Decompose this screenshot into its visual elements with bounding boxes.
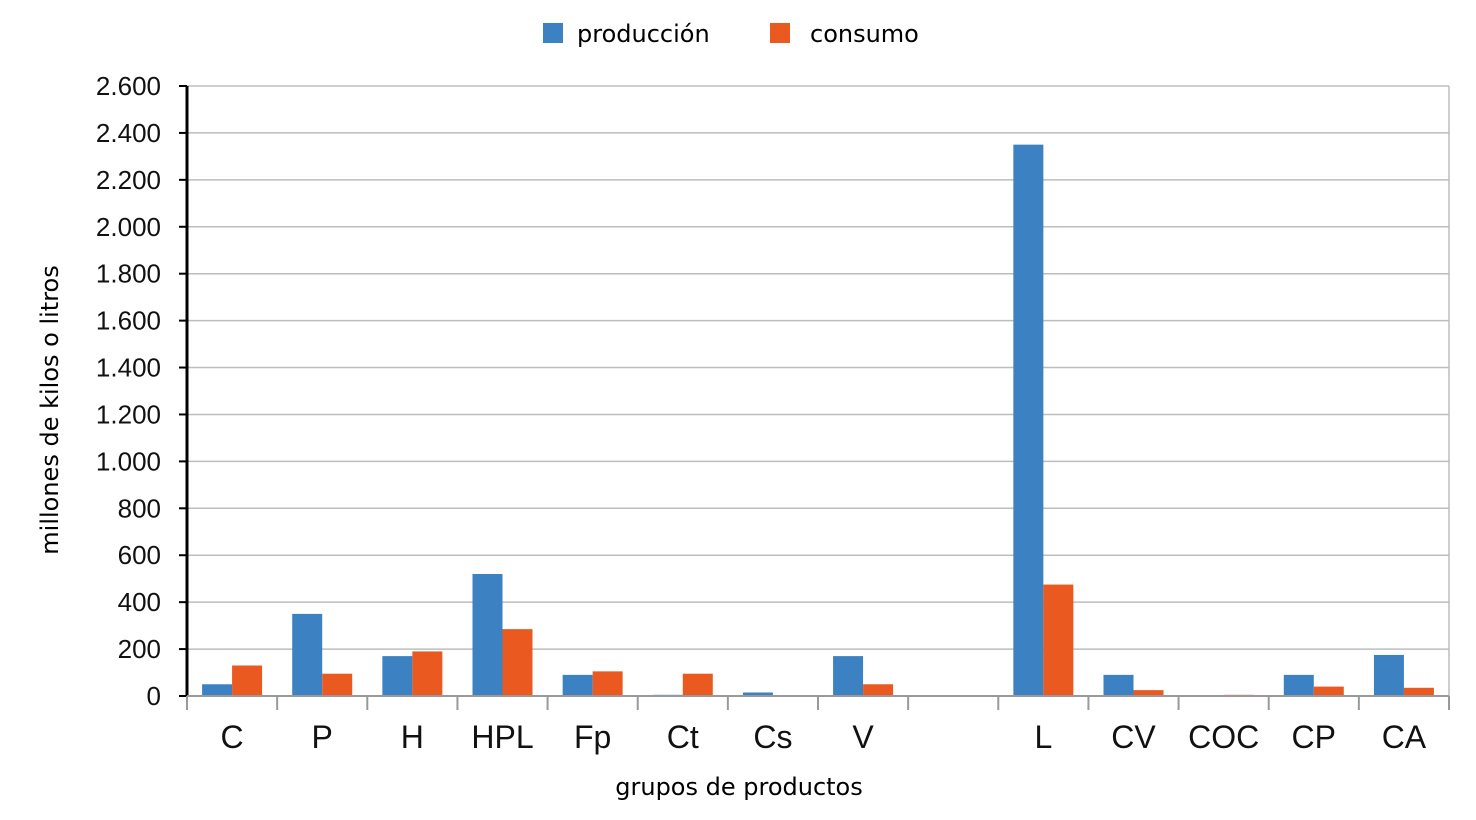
bar-consumo-Ct [682, 673, 713, 696]
x-axis-ticks: C P H HPL Fp Ct Cs V L CV COC CP CA [186, 696, 1450, 755]
bar-consumo-L [1043, 584, 1074, 696]
bar-produccion-Cs [742, 692, 773, 696]
y-tick-label: 1.800 [96, 259, 161, 289]
bar-produccion-H [382, 656, 413, 696]
bar-produccion-C [202, 684, 233, 696]
x-tick-label: Ct [667, 719, 699, 755]
legend: producción consumo [543, 20, 919, 48]
bar-produccion-CP [1283, 674, 1314, 696]
bar-consumo-HPL [502, 629, 533, 696]
bar-produccion-V [833, 656, 864, 696]
x-tick-label: Fp [574, 719, 611, 755]
y-tick-label: 2.600 [96, 71, 161, 101]
bars [202, 144, 1434, 697]
bar-consumo-Fp [592, 671, 623, 696]
y-tick-label: 1.600 [96, 306, 161, 336]
x-tick-label: V [852, 719, 874, 755]
bar-consumo-CV [1133, 690, 1164, 696]
y-axis-ticks: 0 200 400 600 800 1.000 1.200 1.400 1.600 1.800 2.… [96, 71, 187, 711]
bar-produccion-L [1013, 144, 1044, 697]
y-tick-label: 2.000 [96, 212, 161, 242]
y-axis-title: millones de kilos o litros [36, 265, 64, 554]
x-axis-title: grupos de productos [615, 773, 863, 801]
bar-consumo-V [863, 684, 894, 696]
y-tick-label: 200 [118, 634, 161, 664]
legend-swatch-produccion [543, 23, 563, 43]
x-tick-label: H [401, 719, 424, 755]
y-tick-label: 0 [147, 681, 161, 711]
y-tick-label: 2.200 [96, 165, 161, 195]
bar-produccion-Fp [562, 674, 593, 696]
bar-produccion-CV [1103, 674, 1134, 696]
x-tick-label: HPL [471, 719, 533, 755]
bar-consumo-H [412, 651, 443, 696]
bar-consumo-C [232, 665, 263, 696]
y-tick-label: 800 [118, 493, 161, 523]
x-tick-label: COC [1188, 719, 1259, 755]
bar-consumo-CA [1403, 687, 1434, 696]
x-tick-label: CA [1382, 719, 1427, 755]
x-tick-label: L [1034, 719, 1052, 755]
bar-consumo-CP [1313, 686, 1344, 696]
y-tick-label: 600 [118, 540, 161, 570]
legend-label-consumo: consumo [810, 20, 919, 48]
gridlines [187, 85, 1450, 696]
bar-consumo-P [322, 673, 353, 696]
x-tick-label: Cs [753, 719, 792, 755]
x-tick-label: CP [1292, 719, 1336, 755]
y-tick-label: 2.400 [96, 118, 161, 148]
axes [185, 86, 1449, 697]
y-tick-label: 1.400 [96, 353, 161, 383]
bar-produccion-CA [1373, 654, 1404, 696]
x-tick-label: C [221, 719, 244, 755]
y-tick-label: 1.000 [96, 446, 161, 476]
bar-produccion-P [292, 613, 323, 696]
y-tick-label: 400 [118, 587, 161, 617]
x-tick-label: CV [1111, 719, 1156, 755]
legend-swatch-consumo [770, 23, 790, 43]
x-tick-label: P [312, 719, 333, 755]
y-tick-label: 1.200 [96, 399, 161, 429]
bar-produccion-HPL [472, 574, 503, 696]
legend-label-produccion: producción [577, 20, 710, 48]
